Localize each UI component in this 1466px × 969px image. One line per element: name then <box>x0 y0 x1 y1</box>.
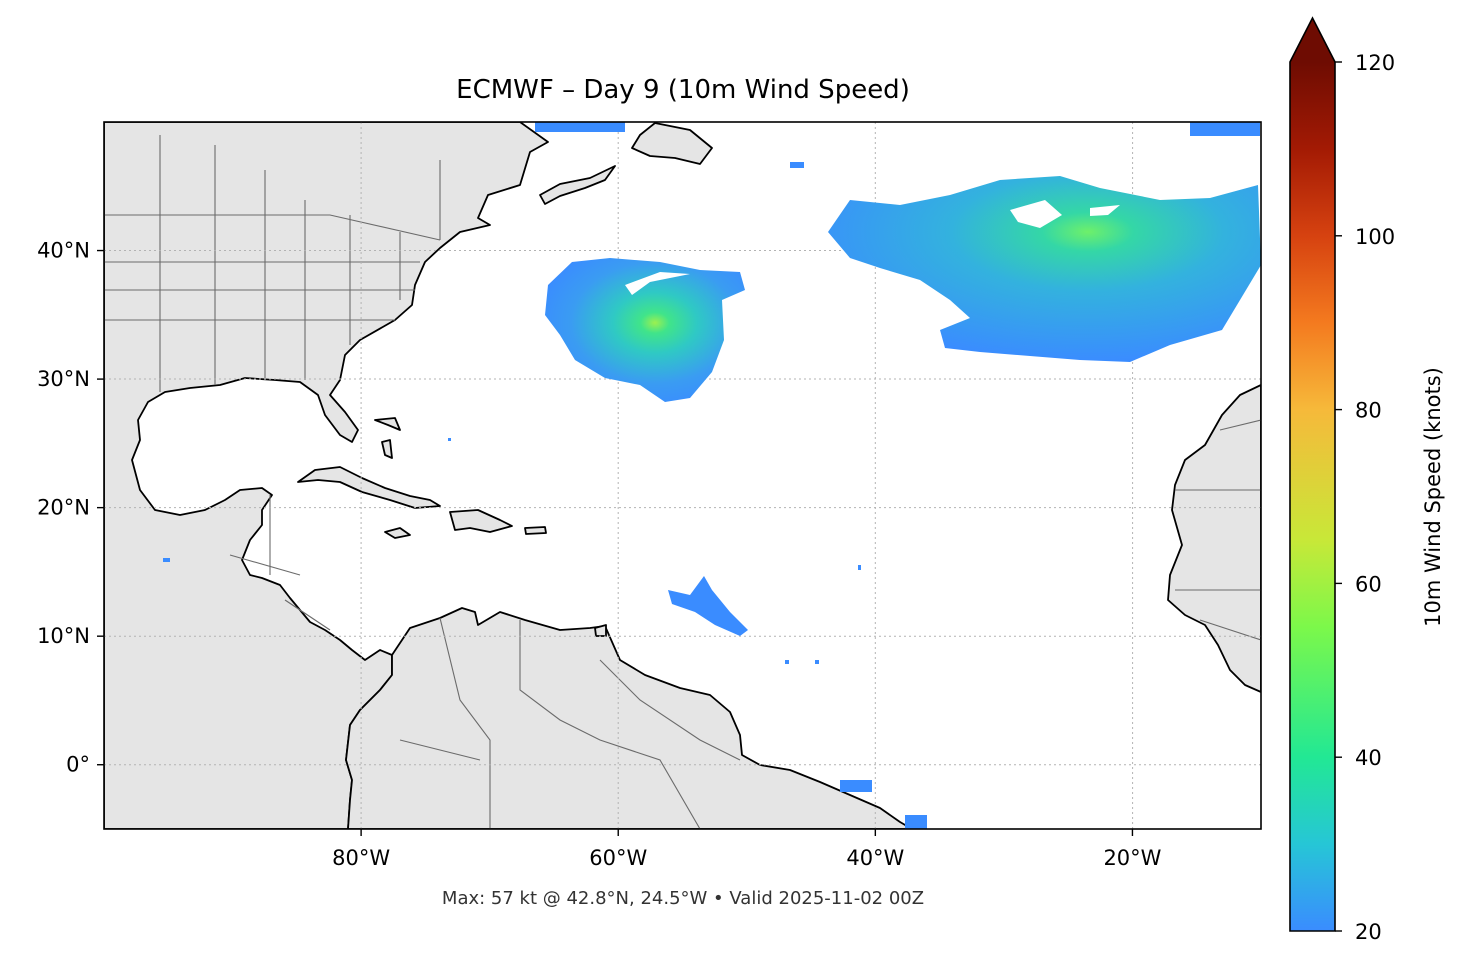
south-america-landmass <box>345 607 913 829</box>
lon-tick-labels: 80°W 60°W 40°W 20°W <box>332 829 1162 870</box>
colorbar: 120 100 80 60 40 20 10m Wind Speed (knots) <box>1289 16 1445 944</box>
lon-tick-label: 40°W <box>846 846 904 870</box>
bahamas-2 <box>381 439 393 459</box>
cuba <box>297 466 441 509</box>
colorbar-tick-label: 60 <box>1355 572 1382 596</box>
map-area <box>104 122 1261 829</box>
extratropical-wind-area <box>828 176 1261 362</box>
lat-tick-labels: 40°N 30°N 20°N 10°N 0° <box>37 239 104 777</box>
lat-tick-label: 20°N <box>37 496 90 520</box>
lat-tick-label: 0° <box>66 753 90 777</box>
bahamas <box>374 417 401 431</box>
lon-tick-label: 60°W <box>589 846 647 870</box>
lon-tick-label: 80°W <box>332 846 390 870</box>
cyclone-wind-area <box>545 258 745 402</box>
hispaniola <box>449 509 513 533</box>
lat-tick-label: 30°N <box>37 367 90 391</box>
newfoundland <box>631 122 713 165</box>
colorbar-extend-arrow <box>1290 18 1335 62</box>
colorbar-ticks: 120 100 80 60 40 20 <box>1335 51 1395 944</box>
jamaica <box>384 527 411 539</box>
colorbar-tick-label: 80 <box>1355 399 1382 423</box>
nova-scotia <box>539 165 616 205</box>
map-frame <box>103 121 1262 830</box>
colorbar-label: 10m Wind Speed (knots) <box>1421 367 1445 627</box>
caption: Max: 57 kt @ 42.8°N, 24.5°W • Valid 2025… <box>442 888 924 909</box>
map-title: ECMWF – Day 9 (10m Wind Speed) <box>456 75 910 105</box>
colorbar-tick-label: 120 <box>1355 51 1395 75</box>
colorbar-tick-label: 40 <box>1355 746 1382 770</box>
puerto-rico <box>524 526 547 535</box>
lat-tick-label: 10°N <box>37 624 90 648</box>
colorbar-tick-label: 20 <box>1355 920 1382 944</box>
colorbar-tick-label: 100 <box>1355 225 1395 249</box>
africa-landmass <box>1167 384 1261 693</box>
colorbar-gradient <box>1290 62 1335 931</box>
trinidad <box>594 624 607 637</box>
lon-tick-label: 20°W <box>1103 846 1161 870</box>
tropical-wave-wind-area <box>668 576 748 636</box>
lat-tick-label: 40°N <box>37 239 90 263</box>
wind-field <box>163 122 1261 829</box>
borders <box>104 135 1261 829</box>
